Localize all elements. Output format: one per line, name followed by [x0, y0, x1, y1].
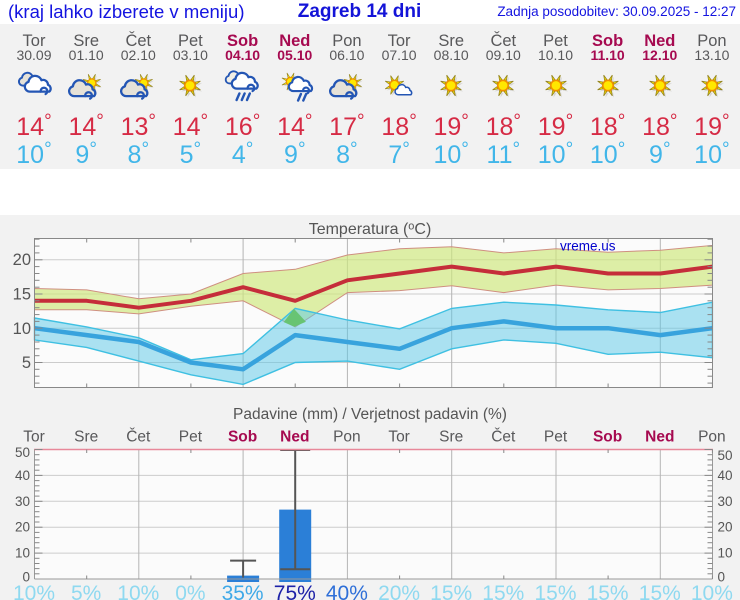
svg-text:5: 5 — [22, 354, 31, 372]
svg-text:20: 20 — [718, 520, 733, 535]
svg-text:Pet: Pet — [179, 429, 203, 446]
svg-text:Tor: Tor — [23, 429, 45, 446]
svg-text:50: 50 — [15, 445, 30, 460]
svg-text:Ned: Ned — [645, 429, 674, 446]
svg-text:Pon: Pon — [698, 429, 726, 446]
svg-text:Sob: Sob — [228, 429, 257, 446]
svg-text:20: 20 — [13, 251, 31, 269]
svg-text:vreme.us: vreme.us — [560, 239, 616, 254]
svg-text:10: 10 — [15, 546, 30, 561]
svg-text:Čet: Čet — [491, 429, 516, 446]
svg-text:15: 15 — [13, 286, 31, 304]
svg-text:Pet: Pet — [544, 429, 568, 446]
svg-text:Pon: Pon — [333, 429, 361, 446]
svg-text:0: 0 — [22, 570, 30, 585]
svg-text:Tor: Tor — [388, 429, 410, 446]
svg-text:Temperatura (oC): Temperatura (oC) — [309, 221, 432, 239]
svg-text:Sre: Sre — [439, 429, 463, 446]
svg-text:Ned: Ned — [280, 429, 309, 446]
svg-text:0: 0 — [718, 570, 726, 585]
svg-text:30: 30 — [15, 494, 30, 509]
svg-text:Sre: Sre — [74, 429, 98, 446]
svg-text:10: 10 — [13, 320, 31, 338]
svg-text:Čet: Čet — [126, 429, 151, 446]
svg-text:30: 30 — [718, 494, 733, 509]
svg-text:Padavine (mm) / Verjetnost pad: Padavine (mm) / Verjetnost padavin (%) — [233, 406, 507, 423]
svg-text:40: 40 — [718, 468, 733, 483]
svg-text:20: 20 — [15, 520, 30, 535]
svg-text:Sob: Sob — [593, 429, 622, 446]
svg-text:50: 50 — [718, 448, 733, 463]
svg-text:10: 10 — [718, 546, 733, 561]
svg-text:40: 40 — [15, 468, 30, 483]
